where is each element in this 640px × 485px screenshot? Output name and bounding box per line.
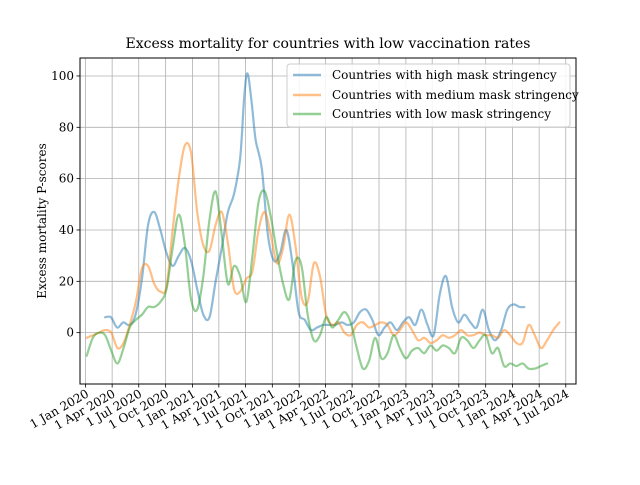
y-tick-label: 0 <box>66 326 74 340</box>
legend-label-low: Countries with low mask stringency <box>332 107 551 121</box>
chart-title: Excess mortality for countries with low … <box>126 36 531 52</box>
y-tick-label: 20 <box>59 274 74 288</box>
legend-box <box>286 63 571 128</box>
y-tick-label: 80 <box>59 120 74 134</box>
y-tick-label: 60 <box>59 172 74 186</box>
y-tick-label: 100 <box>51 69 74 83</box>
chart-legend: Countries with high mask stringency Coun… <box>286 63 579 128</box>
series-line-low <box>85 189 549 371</box>
legend-label-medium: Countries with medium mask stringency <box>332 88 579 102</box>
grid-lines <box>80 58 576 384</box>
y-axis-ticks: 0 20 40 60 80 100 <box>51 69 80 340</box>
y-tick-label: 40 <box>59 223 74 237</box>
y-axis-label: Excess mortality P-scores <box>35 143 49 298</box>
legend-label-high: Countries with high mask stringency <box>332 68 557 82</box>
series-lines <box>85 72 561 371</box>
plot-area-frame <box>79 57 577 385</box>
